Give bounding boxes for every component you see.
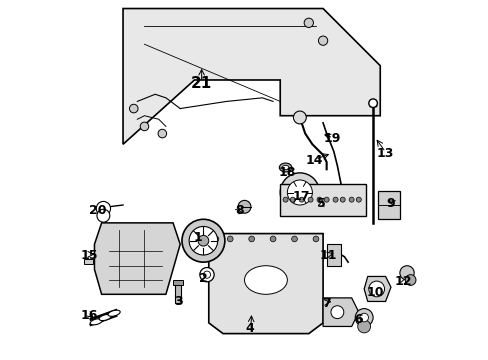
Ellipse shape bbox=[279, 163, 291, 172]
Circle shape bbox=[283, 197, 287, 202]
Text: 3: 3 bbox=[174, 295, 183, 308]
Circle shape bbox=[200, 267, 214, 282]
Circle shape bbox=[189, 226, 217, 255]
Circle shape bbox=[354, 309, 372, 327]
Circle shape bbox=[356, 197, 361, 202]
Circle shape bbox=[318, 36, 327, 45]
Polygon shape bbox=[208, 234, 323, 334]
Polygon shape bbox=[123, 9, 380, 144]
Circle shape bbox=[293, 111, 305, 124]
Circle shape bbox=[287, 180, 312, 205]
Circle shape bbox=[248, 236, 254, 242]
Text: 7: 7 bbox=[322, 297, 330, 310]
Text: 17: 17 bbox=[292, 190, 310, 203]
Text: 15: 15 bbox=[80, 248, 98, 261]
Text: 11: 11 bbox=[319, 248, 337, 261]
Text: 1: 1 bbox=[193, 231, 202, 244]
Circle shape bbox=[340, 197, 345, 202]
Circle shape bbox=[368, 281, 384, 297]
Ellipse shape bbox=[108, 310, 120, 316]
Circle shape bbox=[96, 202, 110, 216]
Text: 9: 9 bbox=[386, 197, 394, 210]
Circle shape bbox=[316, 197, 322, 202]
Text: 14: 14 bbox=[305, 154, 322, 167]
Text: 19: 19 bbox=[323, 132, 340, 145]
Polygon shape bbox=[94, 223, 180, 294]
Circle shape bbox=[368, 99, 377, 108]
Circle shape bbox=[280, 173, 319, 212]
Circle shape bbox=[304, 18, 313, 27]
Circle shape bbox=[332, 197, 337, 202]
Circle shape bbox=[227, 236, 233, 242]
Polygon shape bbox=[323, 298, 358, 327]
Circle shape bbox=[405, 275, 415, 285]
Circle shape bbox=[359, 313, 367, 322]
Circle shape bbox=[357, 320, 370, 333]
Circle shape bbox=[324, 197, 328, 202]
Ellipse shape bbox=[282, 165, 288, 170]
Ellipse shape bbox=[99, 315, 111, 321]
Circle shape bbox=[307, 197, 312, 202]
Circle shape bbox=[270, 236, 275, 242]
Bar bbox=[378, 191, 399, 219]
Ellipse shape bbox=[244, 266, 287, 294]
Polygon shape bbox=[364, 276, 390, 301]
Bar bbox=[173, 280, 183, 285]
Text: 8: 8 bbox=[234, 204, 243, 217]
Text: 12: 12 bbox=[394, 275, 411, 288]
Circle shape bbox=[238, 201, 250, 213]
Text: 4: 4 bbox=[245, 322, 254, 335]
Text: 6: 6 bbox=[354, 313, 363, 326]
Bar bbox=[326, 244, 340, 266]
Text: 2: 2 bbox=[199, 272, 207, 285]
Bar bbox=[175, 284, 181, 303]
Text: 16: 16 bbox=[80, 309, 98, 322]
Text: 13: 13 bbox=[376, 147, 393, 160]
Text: 21: 21 bbox=[191, 76, 212, 91]
Text: 10: 10 bbox=[366, 286, 383, 299]
Circle shape bbox=[182, 219, 224, 262]
Bar bbox=[280, 184, 365, 216]
Circle shape bbox=[299, 197, 304, 202]
Circle shape bbox=[291, 236, 297, 242]
Text: 20: 20 bbox=[89, 204, 106, 217]
Circle shape bbox=[158, 129, 166, 138]
Circle shape bbox=[129, 104, 138, 113]
Circle shape bbox=[399, 266, 413, 280]
Circle shape bbox=[203, 271, 210, 278]
Circle shape bbox=[140, 122, 148, 131]
Ellipse shape bbox=[90, 319, 102, 325]
Circle shape bbox=[213, 236, 218, 242]
Bar bbox=[83, 258, 93, 264]
Circle shape bbox=[290, 197, 295, 202]
Circle shape bbox=[312, 236, 318, 242]
Circle shape bbox=[198, 235, 208, 246]
Circle shape bbox=[330, 306, 343, 319]
Text: 5: 5 bbox=[316, 197, 325, 210]
Circle shape bbox=[348, 197, 353, 202]
Circle shape bbox=[97, 209, 110, 222]
Text: 18: 18 bbox=[278, 166, 295, 179]
